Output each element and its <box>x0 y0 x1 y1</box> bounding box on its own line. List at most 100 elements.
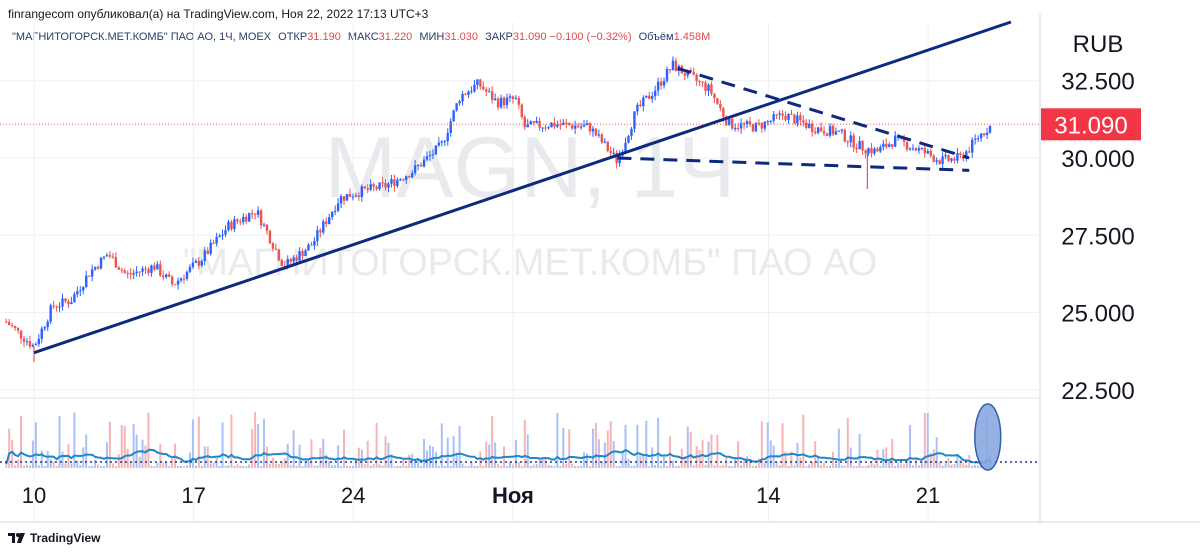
candle-body <box>520 104 524 117</box>
candle-body <box>553 122 556 127</box>
high-label: МАКС <box>347 31 379 43</box>
candle-body <box>135 271 138 274</box>
candle-body <box>239 221 242 223</box>
volume-bar <box>168 465 171 468</box>
volume-bar <box>565 463 568 468</box>
volume-bar <box>340 465 343 468</box>
volume-bar <box>417 457 420 468</box>
candle-body <box>333 210 337 212</box>
watermark-ticker: MAGN, 1Ч <box>325 120 736 216</box>
volume-bar <box>817 455 820 468</box>
candle-body <box>633 111 636 129</box>
volume-bar <box>443 465 446 468</box>
volume-bar <box>600 461 603 468</box>
candle-body <box>796 115 799 124</box>
volume-bar <box>245 466 248 468</box>
candle-body <box>464 93 467 95</box>
volume-bar <box>414 459 417 468</box>
volume-bar <box>645 420 648 468</box>
candle-body <box>176 280 180 285</box>
volume-bar <box>820 464 823 468</box>
publish-info: finrangecom опубликовал(а) на TradingVie… <box>8 7 429 21</box>
volume-bar <box>867 464 870 468</box>
volume-bar <box>787 465 790 468</box>
volume-bar <box>316 465 319 468</box>
volume-bar <box>108 421 111 468</box>
candle-body <box>390 179 393 184</box>
candle-body <box>236 219 239 222</box>
candle-body <box>594 128 598 136</box>
candle-body <box>885 143 888 147</box>
candle-body <box>221 234 224 236</box>
volume-bar <box>43 465 46 468</box>
candle-body <box>295 257 298 261</box>
volume-bar <box>313 465 316 468</box>
volume-bar <box>683 456 686 468</box>
volume-bar <box>828 465 831 468</box>
candle-body <box>893 135 897 147</box>
volume-bar <box>31 440 34 468</box>
candle-body <box>396 179 399 187</box>
volume-bar <box>100 466 103 468</box>
candle-body <box>728 118 731 126</box>
candle-body <box>627 136 630 143</box>
candle-body <box>245 216 248 222</box>
candle-body <box>579 126 583 128</box>
volume-bar <box>111 463 114 468</box>
volume-bar <box>858 434 861 468</box>
volume-bar <box>591 428 594 468</box>
candle-body <box>250 213 254 215</box>
volume-bar <box>920 461 923 468</box>
candle-body <box>742 123 746 125</box>
tradingview-logo-icon <box>8 533 25 543</box>
volume-bar <box>446 437 449 468</box>
volume-bar <box>144 445 147 468</box>
candle-body <box>277 249 281 261</box>
candle-body <box>739 123 743 129</box>
candle-body <box>378 182 381 190</box>
candle-body <box>751 124 755 132</box>
volume-bar <box>197 416 200 468</box>
candle-body <box>410 173 414 178</box>
candle-body <box>425 156 429 160</box>
candle-body <box>117 267 121 270</box>
candle-body <box>508 96 512 98</box>
volume-bar <box>529 465 532 468</box>
candle-body <box>517 98 521 105</box>
volume-bar <box>366 440 369 468</box>
candle-body <box>473 84 476 92</box>
volume-bar <box>449 465 452 468</box>
candle-body <box>322 221 325 233</box>
volume-bar <box>941 465 944 468</box>
volume-bar <box>103 465 106 468</box>
candle-body <box>760 123 764 129</box>
volume-bar <box>298 444 301 468</box>
volume-bar <box>757 458 760 468</box>
candle-body <box>111 256 115 258</box>
candle-body <box>713 93 716 99</box>
candle-body <box>609 150 612 154</box>
volume-bar <box>550 465 553 468</box>
candle-body <box>354 195 358 197</box>
last-price-label: 31.090 <box>1054 112 1127 139</box>
candle-body <box>979 133 983 139</box>
candle-body <box>440 141 444 143</box>
candle-body <box>307 244 310 251</box>
volume-bar <box>900 464 903 468</box>
volume-bar <box>132 423 135 468</box>
candle-body <box>150 265 153 274</box>
candle-body <box>280 260 283 266</box>
candle-body <box>787 114 790 120</box>
candle-body <box>61 298 64 307</box>
volume-bar <box>322 438 325 468</box>
x-tick-label: Ноя <box>492 483 534 508</box>
candle-body <box>345 194 349 201</box>
volume-bar <box>793 464 796 468</box>
candle-body <box>650 96 654 99</box>
volume-bar <box>538 459 541 468</box>
volume-bar <box>541 459 544 468</box>
volume-bar <box>831 451 834 468</box>
volume-bar <box>479 451 482 468</box>
volume-bar <box>932 449 935 468</box>
